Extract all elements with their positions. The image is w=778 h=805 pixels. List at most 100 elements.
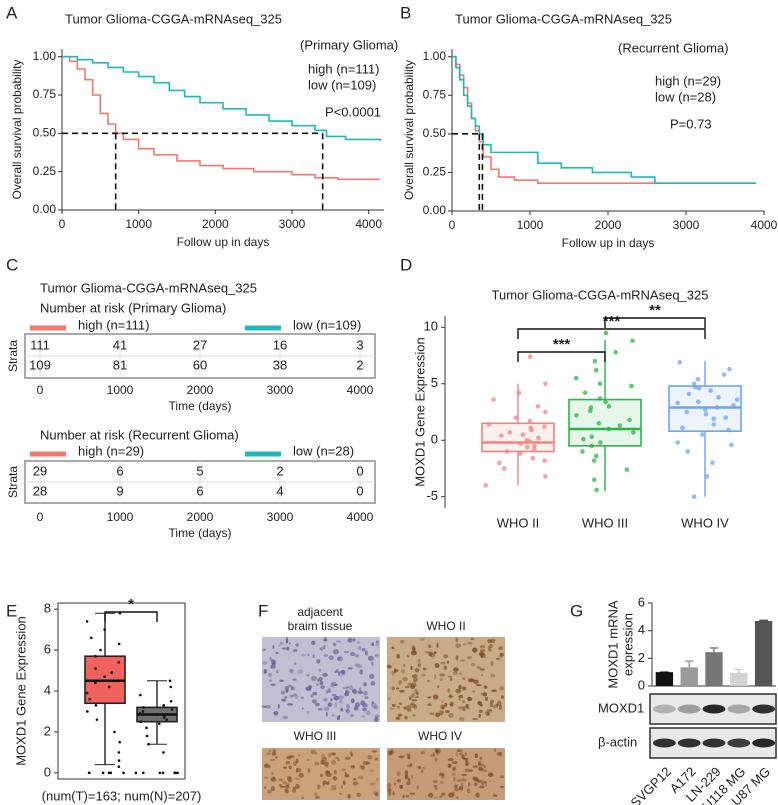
cell-texture <box>271 771 274 776</box>
cell-texture <box>314 796 320 799</box>
cell-texture <box>428 644 432 649</box>
data-point <box>107 685 111 689</box>
cell-texture <box>284 696 287 699</box>
y-axis-label: Overall survival probability <box>10 59 24 199</box>
y-tick-label: 0.75 <box>423 87 447 101</box>
cell-texture <box>277 703 280 709</box>
data-point <box>141 710 145 713</box>
cell-texture <box>472 718 478 721</box>
cell-texture <box>340 785 343 789</box>
cell-texture <box>427 696 432 699</box>
cell-texture <box>439 795 443 798</box>
data-point <box>101 771 105 775</box>
significance-label: *** <box>553 336 571 353</box>
y-tick-label: 5 <box>431 375 438 390</box>
cell-texture <box>280 690 285 695</box>
data-point <box>532 443 537 449</box>
data-point <box>117 759 121 762</box>
cell-texture <box>479 649 486 653</box>
cell-texture <box>367 655 374 661</box>
cell-texture <box>320 685 325 689</box>
cell-texture <box>320 754 325 759</box>
data-point <box>573 375 579 381</box>
cell-texture <box>354 663 359 667</box>
cell-texture <box>398 755 405 759</box>
data-point <box>85 620 89 623</box>
cell-texture <box>465 761 469 767</box>
cell-texture <box>289 668 294 674</box>
legend-label: high (n=29) <box>655 73 721 88</box>
data-point <box>117 751 121 754</box>
cell-texture <box>350 753 354 757</box>
data-point <box>496 460 502 466</box>
cell-texture <box>306 758 310 761</box>
cell-texture <box>342 686 348 690</box>
x-axis-label: Follow up in days <box>562 236 655 250</box>
cell-texture <box>334 756 340 760</box>
cell-texture <box>481 780 485 786</box>
data-point <box>593 367 599 373</box>
cell-texture <box>271 752 277 756</box>
data-point <box>580 449 585 454</box>
cell-texture <box>490 638 496 644</box>
cell-texture <box>325 770 331 774</box>
survival-curve <box>62 55 381 141</box>
cell-texture <box>413 704 418 710</box>
data-point <box>592 477 597 483</box>
y-axis-label: MOXD1 Gene Expression <box>13 616 28 766</box>
cell-texture <box>295 758 299 764</box>
cell-texture <box>367 754 373 760</box>
y-tick-label: 2 <box>638 650 645 665</box>
annotation: P<0.0001 <box>325 104 381 119</box>
data-point <box>684 409 690 415</box>
cell-texture <box>375 643 380 647</box>
cell-texture <box>314 792 318 797</box>
data-point <box>491 397 496 402</box>
cell-texture <box>344 692 349 697</box>
data-point <box>145 726 148 730</box>
cell-texture <box>408 696 412 701</box>
data-point <box>158 722 161 726</box>
cell-texture <box>396 654 401 659</box>
cell-texture <box>415 696 419 699</box>
cell-texture <box>404 686 410 689</box>
x-tick-label: 3000 <box>673 218 700 232</box>
cell-texture <box>455 752 459 757</box>
cell-texture <box>439 710 444 715</box>
cell-texture <box>310 694 314 698</box>
cell-texture <box>362 703 368 708</box>
y-tick-label: 0.75 <box>33 87 57 101</box>
cell-texture <box>478 709 483 713</box>
cell-texture <box>291 787 296 793</box>
cell-texture <box>455 688 462 694</box>
annotation: (Primary Glioma) <box>300 37 398 52</box>
data-point <box>542 424 547 429</box>
cell-texture <box>441 792 446 796</box>
cell-texture <box>295 784 301 789</box>
cell-texture <box>389 749 394 755</box>
cell-texture <box>463 686 467 691</box>
cell-texture <box>389 707 394 710</box>
x-tick-label: 0 <box>59 217 66 231</box>
y-tick-label: 0.50 <box>33 126 57 140</box>
cell-texture <box>346 704 350 709</box>
cell-texture <box>410 665 413 671</box>
chart-title: Tumor Glioma-CGGA-mRNAseq_325 <box>40 280 257 295</box>
cell-texture <box>391 646 395 650</box>
cell-texture <box>338 714 341 718</box>
data-point <box>727 366 732 372</box>
data-point <box>117 642 121 646</box>
data-point <box>581 436 586 442</box>
legend-label: high (n=111) <box>78 317 149 332</box>
x-tick-label: 2000 <box>187 510 214 524</box>
cell-texture <box>352 778 357 781</box>
box <box>481 422 555 453</box>
cell-texture <box>369 769 375 773</box>
y-axis-label: MOXD1 mRNA <box>605 600 620 688</box>
cell-texture <box>453 671 458 675</box>
cell-texture <box>480 692 485 696</box>
y-tick-label: 6 <box>638 594 645 609</box>
x-axis-label: Follow up in days <box>177 235 270 249</box>
cell-texture <box>373 705 379 710</box>
